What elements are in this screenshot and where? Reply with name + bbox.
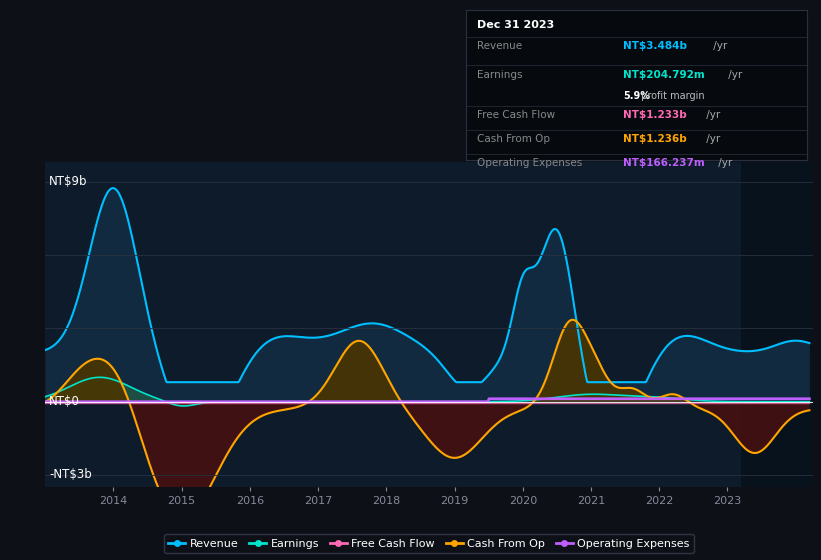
Text: /yr: /yr	[703, 110, 720, 120]
Text: /yr: /yr	[715, 158, 732, 168]
Text: 5.9%: 5.9%	[623, 91, 650, 101]
Text: NT$1.233b: NT$1.233b	[623, 110, 687, 120]
Text: Earnings: Earnings	[476, 69, 522, 80]
Text: NT$166.237m: NT$166.237m	[623, 158, 704, 168]
Text: NT$204.792m: NT$204.792m	[623, 69, 704, 80]
Text: Revenue: Revenue	[476, 41, 521, 51]
Text: -NT$3b: -NT$3b	[49, 469, 92, 482]
Text: NT$3.484b: NT$3.484b	[623, 41, 687, 51]
Text: Operating Expenses: Operating Expenses	[476, 158, 582, 168]
Legend: Revenue, Earnings, Free Cash Flow, Cash From Op, Operating Expenses: Revenue, Earnings, Free Cash Flow, Cash …	[164, 534, 694, 553]
Text: /yr: /yr	[710, 41, 727, 51]
Text: profit margin: profit margin	[639, 91, 705, 101]
Text: /yr: /yr	[725, 69, 742, 80]
Text: Free Cash Flow: Free Cash Flow	[476, 110, 555, 120]
Text: NT$1.236b: NT$1.236b	[623, 134, 687, 144]
Bar	[741, 162, 813, 487]
Text: Cash From Op: Cash From Op	[476, 134, 549, 144]
Text: Dec 31 2023: Dec 31 2023	[476, 20, 554, 30]
Text: NT$0: NT$0	[49, 395, 80, 408]
Text: NT$9b: NT$9b	[49, 175, 88, 188]
Text: /yr: /yr	[703, 134, 720, 144]
